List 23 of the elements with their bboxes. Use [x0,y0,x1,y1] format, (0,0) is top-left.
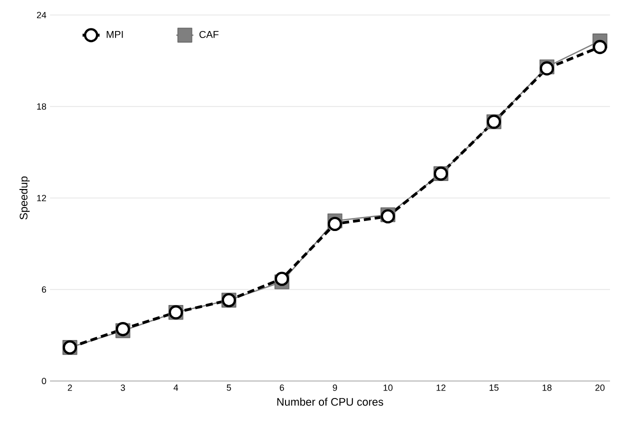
x-tick-label: 9 [332,384,337,391]
y-tick-label: 18 [37,103,46,110]
x-tick-label: 2 [68,384,72,391]
point [274,272,289,286]
y-axis-title: Speedup [19,176,30,220]
legend-label: CAF [199,30,219,38]
x-tick-label: 18 [542,384,552,391]
x-tick-label: 6 [280,384,284,391]
x-axis-title: Number of CPU cores [277,398,384,406]
y-tick-label: 6 [42,286,46,293]
x-tick-label: 20 [595,384,605,391]
legend-label: MPI [106,30,123,38]
y-tick-label: 12 [37,194,46,202]
x-tick-label: 15 [490,384,499,391]
x-tick-label: 4 [174,384,178,391]
point [328,216,342,232]
y-tick-label: 24 [36,12,46,18]
x-tick-label: 3 [120,384,125,391]
point [592,40,608,54]
x-tick-label: 12 [436,384,446,391]
y-tick-label: 0 [42,378,46,384]
x-tick-label: 5 [226,384,232,391]
x-tick-label: 10 [384,384,393,391]
